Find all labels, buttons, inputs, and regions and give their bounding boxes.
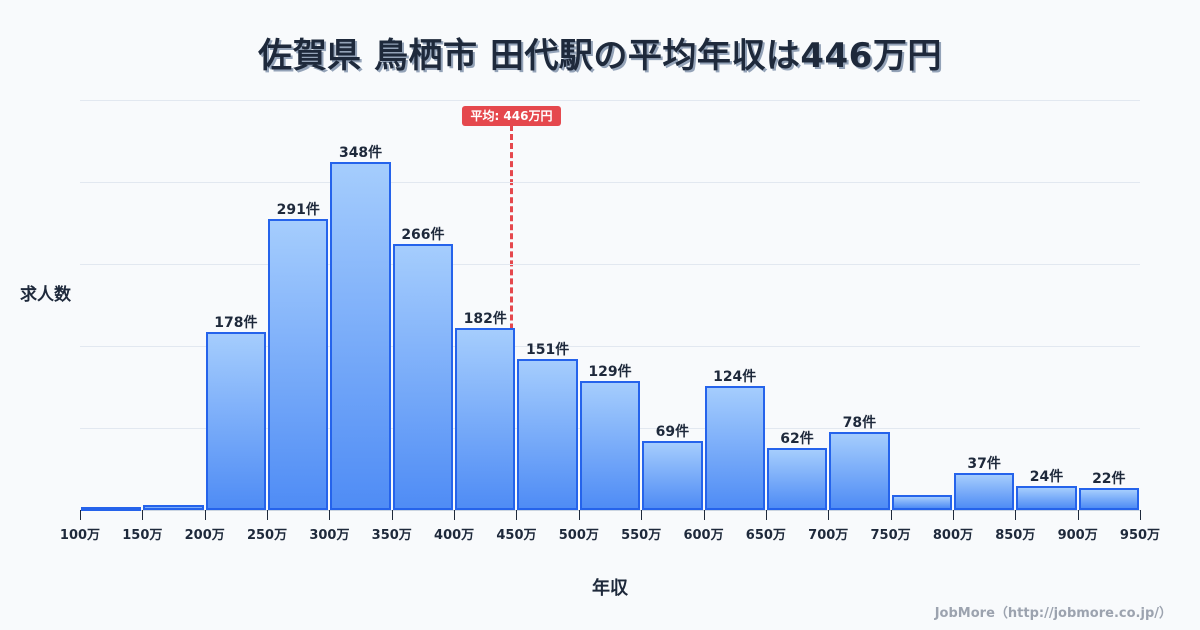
average-badge: 平均: 446万円 <box>462 106 561 126</box>
x-axis-tick <box>765 510 767 520</box>
bar-value-label: 37件 <box>967 456 1001 472</box>
x-axis-tick <box>952 510 954 520</box>
grid-line <box>80 182 1140 183</box>
histogram-bar <box>1016 486 1077 510</box>
x-axis-tick-label: 700万 <box>808 528 849 543</box>
x-axis-tick <box>142 510 144 520</box>
bar-value-label: 178件 <box>214 315 258 331</box>
bar-value-label: 24件 <box>1029 469 1064 485</box>
histogram-bar <box>143 505 204 510</box>
x-axis-tick-label: 900万 <box>1057 528 1098 543</box>
x-axis-tick-label: 150万 <box>122 528 163 543</box>
x-axis-tick-label: 100万 <box>59 528 101 543</box>
x-axis-tick-label: 800万 <box>932 528 973 543</box>
grid-line <box>80 346 1140 347</box>
x-axis-tick-label: 400万 <box>434 528 475 543</box>
x-axis-tick <box>828 510 830 520</box>
histogram-bar <box>829 432 890 510</box>
x-axis-tick-label: 850万 <box>995 528 1036 543</box>
histogram-bar <box>268 219 329 510</box>
x-axis-tick-label: 600万 <box>683 528 724 543</box>
histogram-bar <box>766 448 828 510</box>
x-axis-tick <box>329 510 331 520</box>
bar-value-label: 124件 <box>713 369 757 385</box>
bar-value-label: 266件 <box>401 227 445 243</box>
grid-line <box>80 264 1140 265</box>
histogram-bar <box>81 507 142 511</box>
x-axis-label: 年収 <box>592 578 628 599</box>
histogram-bar <box>392 244 454 510</box>
footer-credit: JobMore（http://jobmore.co.jp/） <box>934 606 1172 621</box>
x-axis-tick <box>454 510 456 520</box>
x-axis-tick-label: 950万 <box>1119 528 1161 543</box>
bar-value-label: 182件 <box>463 311 507 327</box>
histogram-bar <box>642 441 703 510</box>
x-axis-tick <box>703 510 705 520</box>
bar-value-label: 348件 <box>338 145 383 161</box>
bar-value-label: 78件 <box>842 415 877 431</box>
histogram-bar <box>891 495 952 510</box>
bar-value-label: 22件 <box>1092 471 1126 487</box>
histogram-bar <box>330 162 391 510</box>
x-axis-tick <box>641 510 643 520</box>
histogram-bar <box>704 386 765 510</box>
x-axis-tick <box>890 510 892 520</box>
x-axis-tick <box>204 510 206 520</box>
histogram-bar <box>517 359 578 510</box>
x-axis-tick-label: 750万 <box>870 528 911 543</box>
histogram-bar <box>1078 488 1139 510</box>
x-axis-tick-label: 350万 <box>371 528 412 543</box>
x-axis-tick <box>267 510 269 520</box>
x-axis-tick-label: 650万 <box>745 528 786 543</box>
x-axis-tick-label: 200万 <box>184 528 225 543</box>
bar-value-label: 151件 <box>526 342 570 358</box>
histogram-bar <box>455 328 516 510</box>
x-axis-tick <box>391 510 393 520</box>
x-axis-tick <box>80 510 81 520</box>
x-axis-tick <box>578 510 580 520</box>
grid-line <box>80 100 1140 101</box>
x-axis-tick <box>1015 510 1017 520</box>
bar-value-label: 62件 <box>780 431 814 447</box>
x-axis-tick-label: 450万 <box>496 528 537 543</box>
histogram-bar <box>579 381 641 510</box>
chart-title: 佐賀県 鳥栖市 田代駅の平均年収は446万円 <box>258 36 942 76</box>
bar-value-label: 129件 <box>588 364 632 380</box>
y-axis-label: 求人数 <box>20 285 71 305</box>
x-axis-tick-label: 250万 <box>246 528 288 543</box>
bar-value-label: 69件 <box>655 424 690 440</box>
x-axis-tick-label: 300万 <box>309 528 350 543</box>
x-axis-tick-label: 500万 <box>558 528 599 543</box>
x-axis-tick <box>1140 510 1141 520</box>
x-axis-line <box>80 510 1140 511</box>
x-axis-tick <box>1077 510 1079 520</box>
x-axis-tick <box>516 510 518 520</box>
average-line <box>510 125 514 510</box>
x-axis-tick-label: 550万 <box>621 528 662 543</box>
histogram-bar <box>205 332 267 510</box>
bar-value-label: 291件 <box>276 202 320 218</box>
histogram-bar <box>953 473 1015 510</box>
